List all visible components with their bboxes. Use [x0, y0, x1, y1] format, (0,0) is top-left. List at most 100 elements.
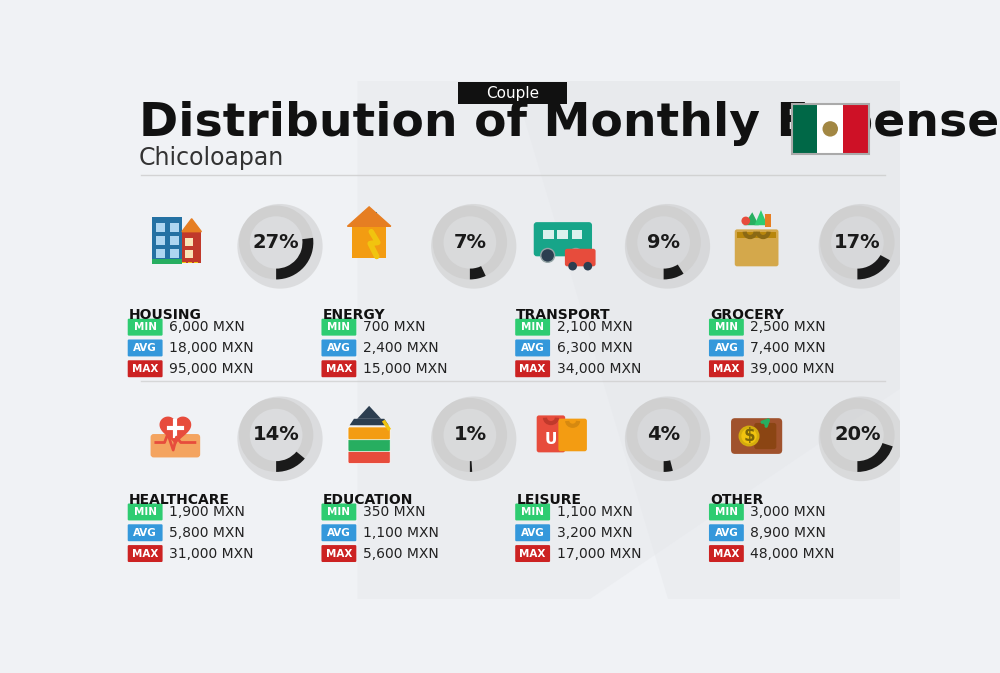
Bar — [817, 104, 843, 154]
Text: 34,000 MXN: 34,000 MXN — [557, 362, 641, 376]
Text: Distribution of Monthly Expenses: Distribution of Monthly Expenses — [139, 100, 1000, 145]
Ellipse shape — [819, 396, 904, 481]
Text: 95,000 MXN: 95,000 MXN — [169, 362, 254, 376]
Bar — [156, 249, 165, 258]
Text: 7%: 7% — [453, 233, 486, 252]
FancyBboxPatch shape — [128, 360, 163, 377]
FancyBboxPatch shape — [515, 360, 550, 377]
Text: AVG: AVG — [521, 343, 545, 353]
Text: TRANSPORT: TRANSPORT — [516, 308, 611, 322]
Text: 1,900 MXN: 1,900 MXN — [169, 505, 245, 519]
Text: MAX: MAX — [713, 548, 740, 559]
Bar — [182, 232, 201, 263]
Text: AVG: AVG — [133, 528, 157, 538]
Text: 2,100 MXN: 2,100 MXN — [557, 320, 632, 334]
Bar — [156, 236, 165, 244]
Bar — [185, 238, 193, 246]
Text: MAX: MAX — [132, 363, 158, 374]
Text: AVG: AVG — [521, 528, 545, 538]
Wedge shape — [433, 398, 507, 472]
Bar — [152, 217, 182, 260]
Text: HEALTHCARE: HEALTHCARE — [129, 493, 230, 507]
Text: ENERGY: ENERGY — [323, 308, 385, 322]
FancyBboxPatch shape — [321, 360, 356, 377]
FancyBboxPatch shape — [128, 545, 163, 562]
FancyBboxPatch shape — [709, 360, 744, 377]
Text: 14%: 14% — [253, 425, 300, 444]
Bar — [170, 249, 179, 258]
Bar — [185, 250, 193, 258]
Wedge shape — [470, 461, 472, 472]
Circle shape — [541, 248, 555, 262]
Text: Chicoloapan: Chicoloapan — [139, 146, 284, 170]
Circle shape — [569, 248, 583, 262]
Text: 1,100 MXN: 1,100 MXN — [557, 505, 633, 519]
Text: 1%: 1% — [453, 425, 486, 444]
Wedge shape — [664, 460, 673, 472]
FancyBboxPatch shape — [709, 503, 744, 520]
FancyBboxPatch shape — [515, 524, 550, 541]
FancyBboxPatch shape — [754, 423, 776, 449]
Text: AVG: AVG — [327, 343, 351, 353]
Text: MAX: MAX — [519, 548, 546, 559]
Ellipse shape — [431, 396, 516, 481]
Text: 17,000 MXN: 17,000 MXN — [557, 546, 641, 561]
Wedge shape — [239, 205, 313, 279]
Text: MIN: MIN — [327, 507, 350, 517]
Text: MAX: MAX — [713, 363, 740, 374]
Bar — [792, 104, 817, 154]
Text: MIN: MIN — [134, 507, 157, 517]
Text: MIN: MIN — [134, 322, 157, 332]
FancyBboxPatch shape — [348, 439, 390, 452]
Text: LEISURE: LEISURE — [516, 493, 581, 507]
Circle shape — [568, 262, 577, 271]
Text: MAX: MAX — [519, 363, 546, 374]
FancyBboxPatch shape — [321, 524, 356, 541]
Text: 6,300 MXN: 6,300 MXN — [557, 341, 632, 355]
FancyBboxPatch shape — [515, 319, 550, 336]
FancyBboxPatch shape — [534, 222, 592, 256]
Ellipse shape — [431, 204, 516, 289]
Ellipse shape — [237, 396, 323, 481]
Polygon shape — [357, 406, 381, 419]
Text: 8,900 MXN: 8,900 MXN — [750, 526, 826, 540]
Wedge shape — [433, 205, 507, 279]
Wedge shape — [626, 398, 701, 472]
Bar — [170, 223, 179, 232]
FancyBboxPatch shape — [458, 82, 567, 104]
FancyBboxPatch shape — [709, 339, 744, 357]
Text: 1,100 MXN: 1,100 MXN — [363, 526, 439, 540]
Text: 5,600 MXN: 5,600 MXN — [363, 546, 439, 561]
Text: 27%: 27% — [253, 233, 299, 252]
Circle shape — [822, 121, 838, 137]
Text: OTHER: OTHER — [710, 493, 764, 507]
FancyBboxPatch shape — [151, 434, 200, 458]
FancyBboxPatch shape — [128, 524, 163, 541]
Bar — [843, 104, 869, 154]
Text: 39,000 MXN: 39,000 MXN — [750, 362, 835, 376]
Bar — [366, 212, 372, 223]
Wedge shape — [820, 205, 895, 279]
Text: 350 MXN: 350 MXN — [363, 505, 425, 519]
Text: MAX: MAX — [326, 548, 352, 559]
FancyBboxPatch shape — [321, 319, 356, 336]
Bar — [152, 258, 182, 264]
Polygon shape — [347, 207, 391, 226]
Text: 2,400 MXN: 2,400 MXN — [363, 341, 439, 355]
Text: Couple: Couple — [486, 85, 539, 100]
Text: 6,000 MXN: 6,000 MXN — [169, 320, 245, 334]
Text: 3,200 MXN: 3,200 MXN — [557, 526, 632, 540]
Polygon shape — [358, 81, 900, 599]
Text: AVG: AVG — [327, 528, 351, 538]
Wedge shape — [276, 452, 305, 472]
Text: AVG: AVG — [715, 528, 738, 538]
Wedge shape — [820, 398, 895, 472]
Text: MIN: MIN — [715, 322, 738, 332]
Polygon shape — [512, 81, 900, 599]
Bar — [156, 223, 165, 232]
Text: U: U — [545, 432, 557, 447]
Bar — [194, 262, 198, 263]
Text: $: $ — [743, 427, 755, 445]
Bar — [765, 215, 771, 227]
Text: 20%: 20% — [834, 425, 881, 444]
